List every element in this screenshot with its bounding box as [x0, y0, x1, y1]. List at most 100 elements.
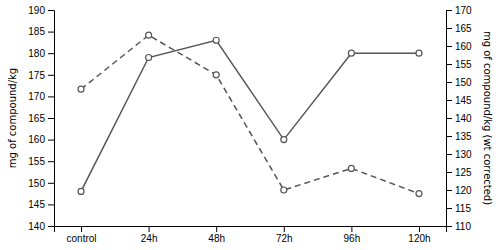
- tick-mark: [446, 118, 452, 119]
- tick-label: 150: [455, 77, 472, 88]
- y2-axis: 110 115 120 125 130 135 140 145 150 155 160 165 170: [446, 5, 472, 232]
- tick: 120: [446, 185, 472, 196]
- tick-label: 175: [28, 70, 45, 81]
- tick-mark: [149, 226, 150, 232]
- tick: 140: [28, 221, 54, 232]
- tick-label: 135: [455, 131, 472, 142]
- tick: 48h: [208, 226, 225, 244]
- tick: 155: [446, 59, 472, 70]
- chart: control 24h 48h 72h 96h 120h 140 145 150 155 160 16…: [0, 0, 500, 250]
- tick-label: 150: [28, 178, 45, 189]
- tick-mark: [446, 136, 452, 137]
- tick-label: 115: [455, 203, 471, 214]
- tick-label: 160: [455, 41, 472, 52]
- tick: control: [67, 226, 97, 244]
- tick-label: 165: [28, 113, 45, 124]
- tick-label: 48h: [208, 233, 225, 244]
- tick-mark: [446, 190, 452, 191]
- y2-axis-title: mg of compound/kg (wt corrected): [482, 31, 493, 205]
- axis-line: [447, 11, 453, 227]
- tick-mark: [446, 154, 452, 155]
- tick-mark: [351, 226, 352, 232]
- tick-mark: [48, 53, 54, 54]
- tick-label: 180: [28, 48, 45, 59]
- tick-label: 190: [28, 5, 45, 16]
- tick: 160: [446, 41, 472, 52]
- point: [78, 188, 84, 194]
- point: [416, 50, 422, 56]
- tick: 115: [446, 203, 471, 214]
- tick-label: 160: [28, 134, 45, 145]
- tick: 110: [446, 221, 471, 232]
- tick: 175: [28, 70, 54, 81]
- tick-label: 170: [28, 91, 45, 102]
- tick: 170: [28, 91, 54, 102]
- tick-label: 170: [455, 5, 472, 16]
- tick: 72h: [276, 226, 293, 244]
- tick-label: 145: [455, 95, 472, 106]
- tick-label: 165: [455, 23, 472, 34]
- tick-mark: [446, 28, 452, 29]
- tick: 180: [28, 48, 54, 59]
- tick-mark: [48, 204, 54, 205]
- tick-mark: [48, 140, 54, 141]
- plot: control 24h 48h 72h 96h 120h 140 145 150 155 160 16…: [28, 5, 472, 244]
- tick: 185: [28, 26, 54, 37]
- tick: 140: [446, 113, 472, 124]
- tick-mark: [446, 208, 452, 209]
- point: [146, 55, 152, 61]
- tick: 120h: [408, 226, 430, 244]
- tick-label: 140: [455, 113, 472, 124]
- tick: 145: [446, 95, 472, 106]
- point: [348, 50, 354, 56]
- axis-line: [55, 227, 447, 233]
- point: [213, 37, 219, 43]
- marks: [78, 32, 422, 196]
- tick-label: 120h: [408, 233, 430, 244]
- tick: 155: [28, 156, 54, 167]
- tick-mark: [48, 226, 54, 227]
- tick-mark: [81, 226, 82, 232]
- tick-label: 24h: [141, 233, 158, 244]
- point: [348, 165, 354, 171]
- tick: 150: [28, 178, 54, 189]
- tick-label: 140: [28, 221, 45, 232]
- tick: 150: [446, 77, 472, 88]
- tick-mark: [446, 46, 452, 47]
- tick-label: 130: [455, 149, 472, 160]
- tick: 165: [446, 23, 472, 34]
- tick: 130: [446, 149, 472, 160]
- tick-label: 185: [28, 26, 45, 37]
- point: [281, 187, 287, 193]
- tick-label: 96h: [344, 233, 361, 244]
- tick: 165: [28, 113, 54, 124]
- tick-mark: [446, 10, 452, 11]
- tick-label: 125: [455, 167, 472, 178]
- tick-label: control: [67, 233, 97, 244]
- point: [281, 137, 287, 143]
- point: [146, 32, 152, 38]
- tick-mark: [48, 183, 54, 184]
- tick-label: 120: [455, 185, 472, 196]
- tick-label: 110: [455, 221, 471, 232]
- y-axis: 140 145 150 155 160 165 170 175 180 185 190: [28, 5, 54, 232]
- line: [81, 35, 419, 193]
- point: [213, 72, 219, 78]
- tick-label: 155: [28, 156, 45, 167]
- tick-mark: [284, 226, 285, 232]
- tick-mark: [48, 161, 54, 162]
- tick: 160: [28, 134, 54, 145]
- tick: 170: [446, 5, 472, 16]
- x-axis: control 24h 48h 72h 96h 120h: [55, 226, 447, 244]
- tick-mark: [216, 226, 217, 232]
- tick-mark: [419, 226, 420, 232]
- tick-mark: [446, 82, 452, 83]
- tick-label: 155: [455, 59, 472, 70]
- tick: 24h: [141, 226, 158, 244]
- tick: 125: [446, 167, 472, 178]
- tick-label: 145: [28, 199, 45, 210]
- tick: 96h: [344, 226, 361, 244]
- tick-mark: [446, 100, 452, 101]
- tick-mark: [48, 118, 54, 119]
- tick-mark: [48, 32, 54, 33]
